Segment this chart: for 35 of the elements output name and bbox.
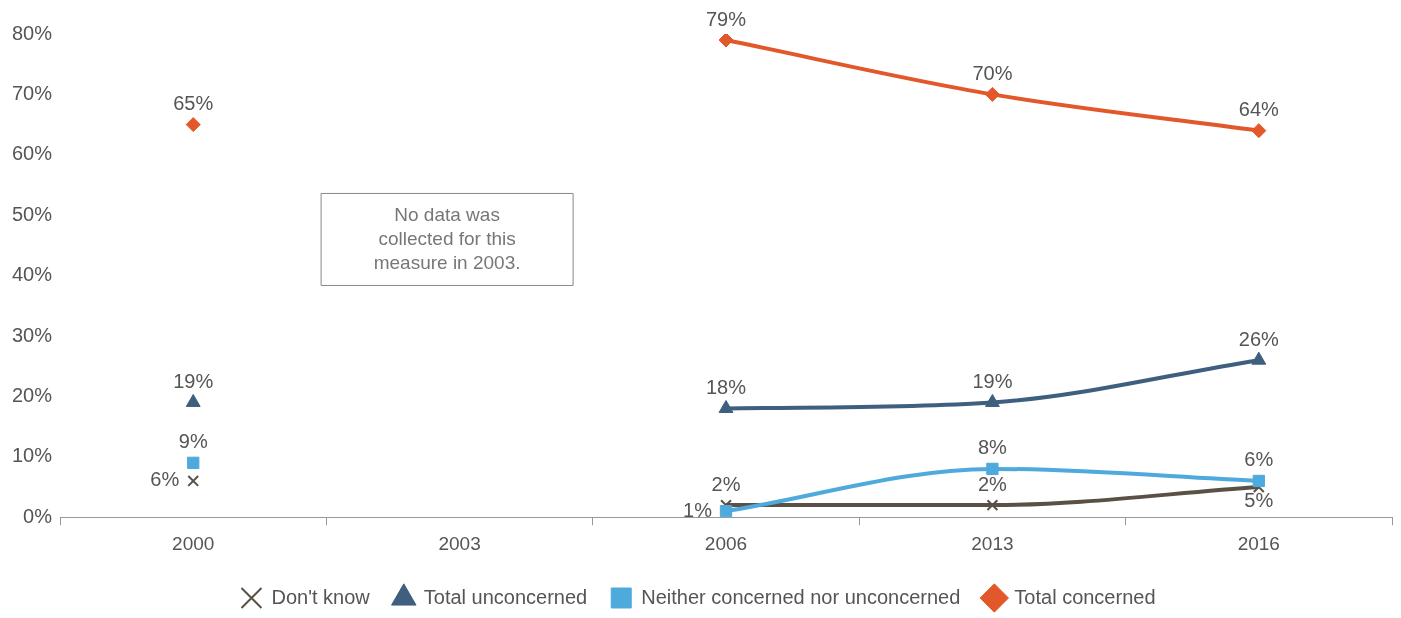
data-label: 2% (711, 472, 741, 495)
data-label: 9% (178, 430, 208, 453)
data-label: 64% (1238, 98, 1280, 121)
y-tick-label: 60% (12, 142, 53, 165)
y-tick-label: 50% (12, 202, 53, 225)
x-tick-label: 2013 (971, 532, 1014, 554)
x-tick-label: 2003 (438, 532, 481, 554)
data-label: 1% (683, 498, 713, 521)
legend-label: Total concerned (1014, 585, 1156, 608)
data-label: 6% (150, 468, 180, 491)
annotation: No data was collected for this measure in 2003. (373, 203, 521, 273)
data-label: 19% (972, 369, 1013, 392)
y-tick-label: 70% (12, 81, 53, 104)
y-tick-label: 20% (12, 383, 53, 406)
legend-label: Total unconcerned (423, 585, 588, 608)
y-tick-label: 30% (12, 323, 53, 346)
x-tick-label: 2016 (1237, 532, 1280, 554)
data-label: 6% (1244, 448, 1274, 471)
x-tick-label: 2006 (704, 532, 748, 554)
data-label: 2% (977, 472, 1008, 495)
data-label: 79% (706, 7, 747, 30)
y-tick-label: 40% (12, 263, 53, 286)
x-tick-label: 2000 (172, 532, 215, 554)
data-label: 26% (1238, 327, 1280, 350)
data-label: 5% (1244, 488, 1274, 511)
y-tick-label: 10% (12, 444, 53, 467)
data-label: 19% (173, 369, 214, 392)
data-label: 8% (977, 436, 1008, 459)
legend-label: Neither concerned nor unconcerned (641, 585, 961, 608)
data-label: 70% (972, 61, 1013, 84)
data-label: 65% (173, 92, 214, 115)
legend-label: Don't know (271, 585, 371, 608)
y-tick-label: 0% (23, 504, 53, 527)
y-tick-label: 80% (12, 21, 53, 44)
data-label: 18% (706, 376, 747, 398)
